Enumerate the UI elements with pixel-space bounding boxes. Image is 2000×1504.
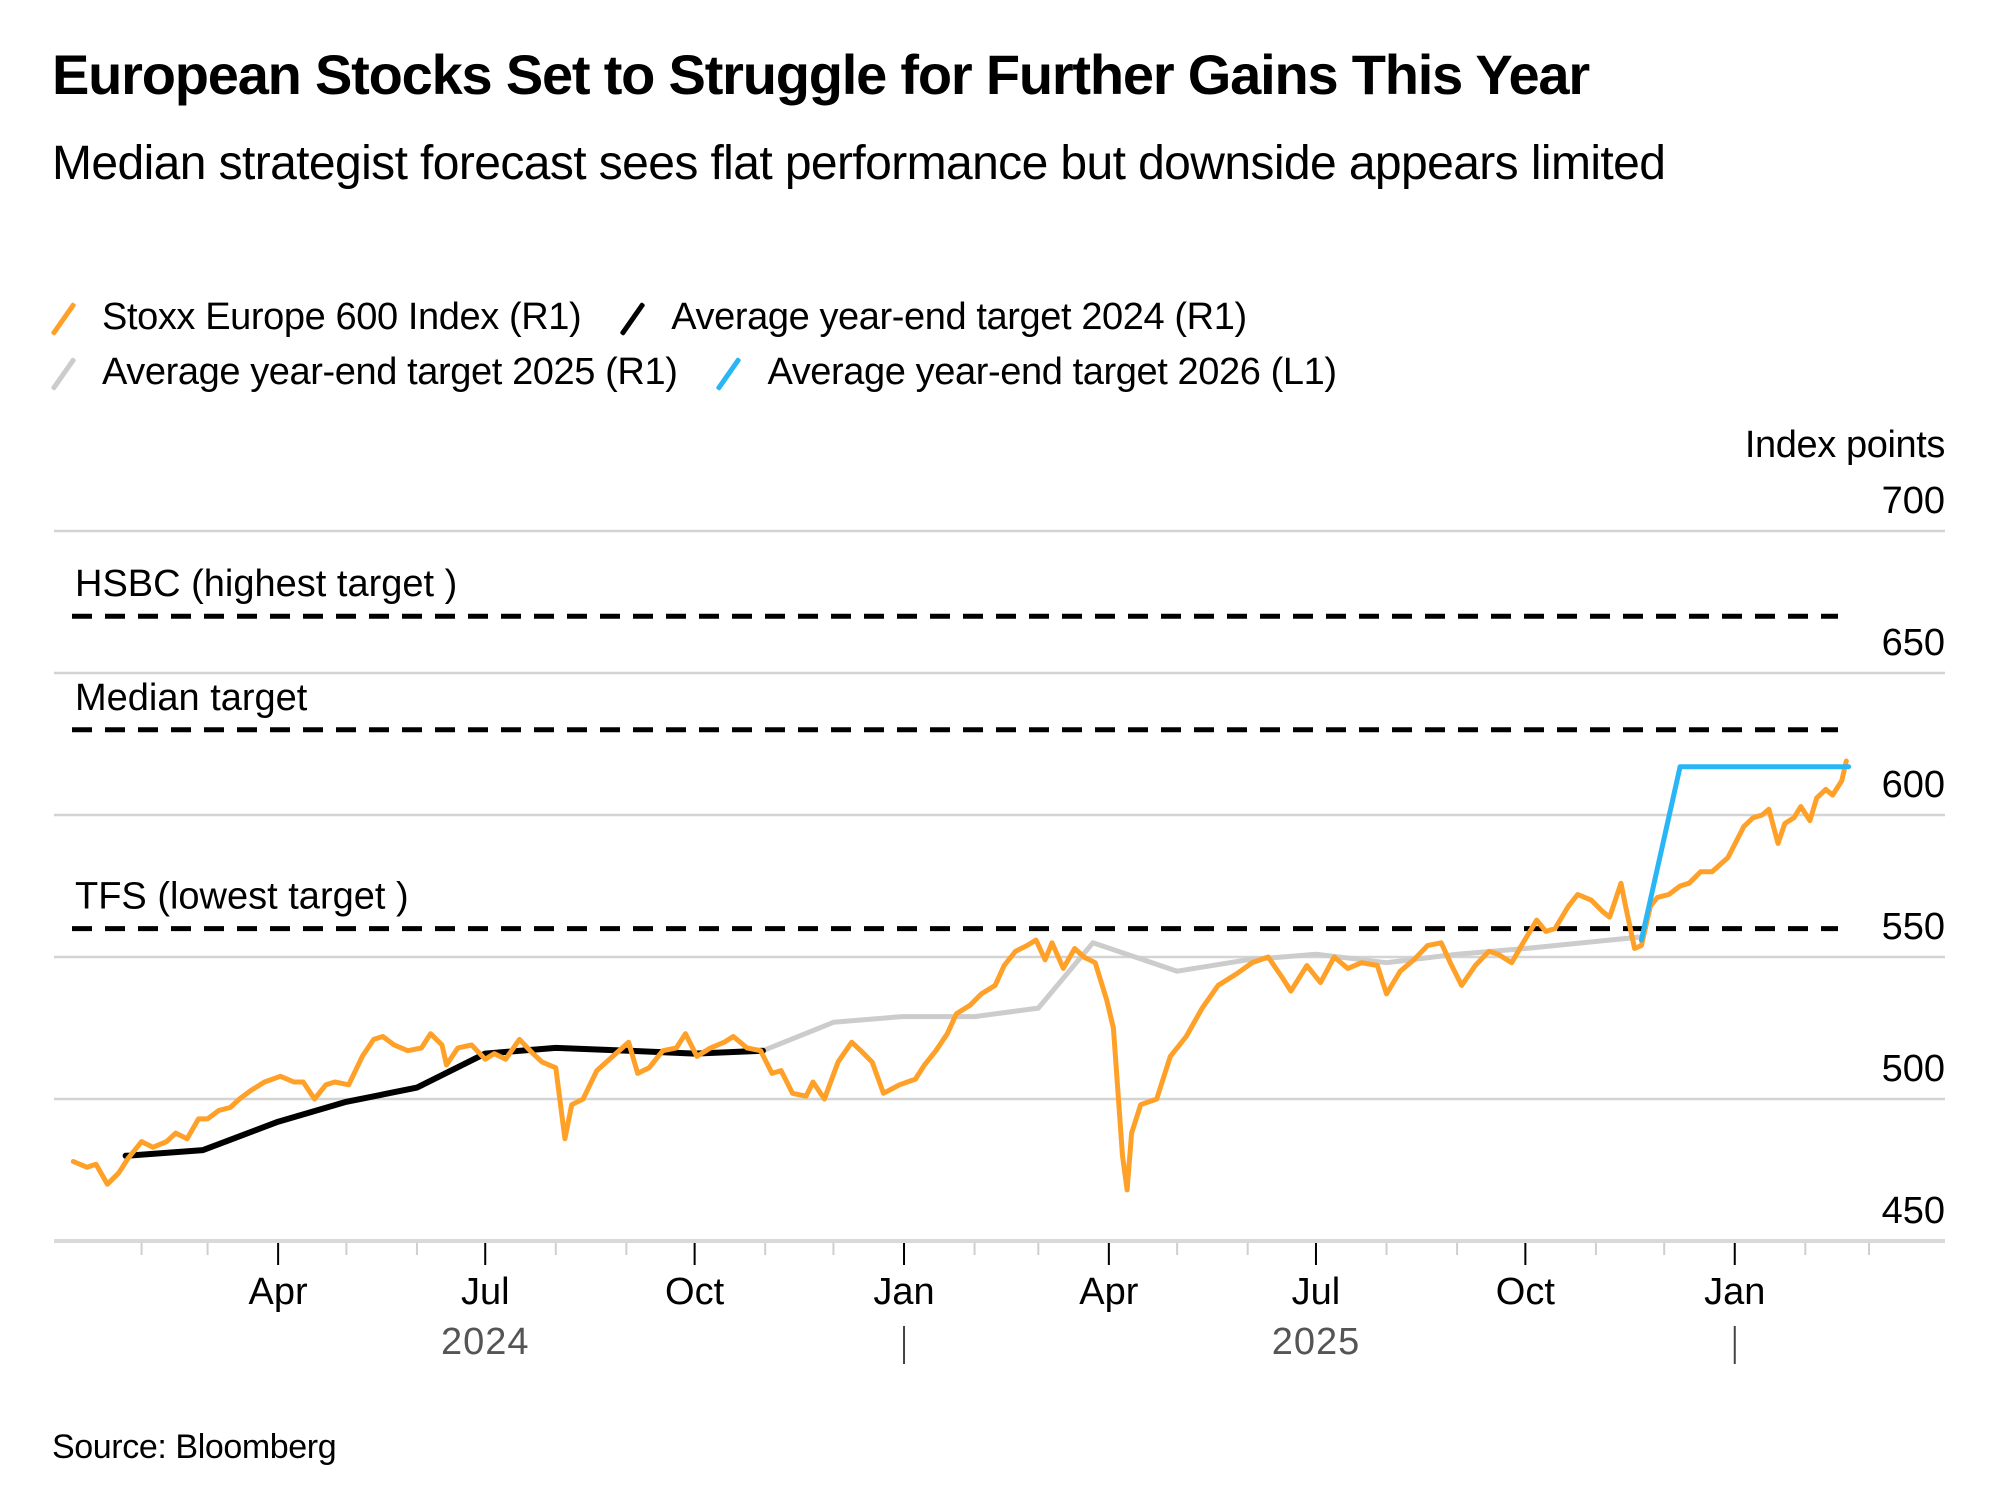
y-tick-label: 650 [1882,622,1945,664]
x-tick-label: Apr [249,1271,308,1313]
target-2025-line [760,934,1642,1054]
legend-label: Average year-end target 2026 (L1) [767,351,1337,393]
x-tick-label: Jul [1292,1271,1341,1313]
y-axis-tick-labels: 700 650 600 550 500 450 [1882,480,1945,1232]
x-tick-label: Jan [873,1271,934,1313]
x-axis: Apr Jul Oct Jan Apr Jul Oct Jan 2024 2025 [140,1243,1871,1364]
x-tick-label: Jul [461,1271,510,1313]
reference-line-label: TFS (lowest target ) [75,876,409,918]
gridlines [54,529,1945,1243]
legend-label: Average year-end target 2025 (R1) [102,351,678,393]
target-2026-line [1638,764,1852,943]
y-tick-label: 700 [1882,480,1945,522]
x-year-label: 2024 [441,1321,530,1363]
legend-item-target-2026: Average year-end target 2026 (L1) [717,351,1337,394]
chart-title: European Stocks Set to Struggle for Furt… [52,43,1590,106]
reference-line-label: Median target [75,677,308,719]
legend-row-1: Stoxx Europe 600 Index (R1) Average year… [52,290,1952,345]
chart-subtitle: Median strategist forecast sees flat per… [52,137,1666,190]
y-axis-unit-label: Index points [1744,424,1946,466]
y-tick-label: 450 [1882,1190,1945,1232]
series-lines [70,758,1852,1193]
x-tick-label: Oct [665,1271,725,1313]
legend-item-target-2025: Average year-end target 2025 (R1) [52,351,678,394]
reference-lines: HSBC (highest target ) Median target TFS (… [72,563,1838,932]
y-tick-label: 550 [1882,906,1945,948]
x-year-label: 2025 [1272,1321,1361,1363]
x-tick-label: Oct [1496,1271,1556,1313]
legend-row-2: Average year-end target 2025 (R1) Averag… [52,345,1952,400]
y-tick-label: 500 [1882,1048,1945,1090]
legend: Stoxx Europe 600 Index (R1) Average year… [52,290,1952,400]
legend-label: Stoxx Europe 600 Index (R1) [102,296,582,338]
x-tick-label: Apr [1079,1271,1138,1313]
legend-label: Average year-end target 2024 (R1) [671,296,1247,338]
reference-line-label: HSBC (highest target ) [75,563,457,605]
x-tick-label: Jan [1704,1271,1765,1313]
source-note: Source: Bloomberg [52,1428,337,1466]
y-tick-label: 600 [1882,764,1945,806]
legend-item-target-2024: Average year-end target 2024 (R1) [621,296,1247,339]
stoxx600-line [70,758,1849,1193]
legend-item-stoxx600: Stoxx Europe 600 Index (R1) [52,296,582,339]
